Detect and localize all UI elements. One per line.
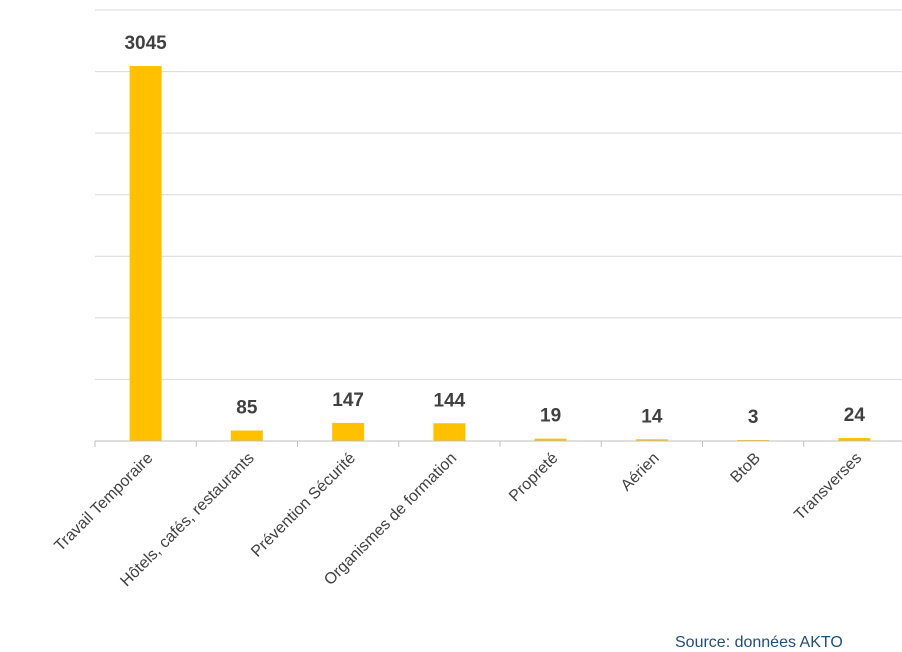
x-axis bbox=[94, 440, 902, 447]
bar-6 bbox=[635, 439, 668, 441]
bar-2 bbox=[230, 430, 263, 441]
bar-4 bbox=[433, 423, 466, 441]
category-label-6: Aérien bbox=[618, 450, 663, 495]
data-label-1: 3045 bbox=[124, 33, 167, 54]
data-label-3: 147 bbox=[332, 390, 364, 411]
category-label-7: BtoB bbox=[727, 450, 764, 487]
category-label-3: Prévention Sécurité bbox=[248, 450, 359, 561]
data-label-4: 144 bbox=[434, 390, 466, 411]
gridlines bbox=[95, 9, 902, 380]
data-label-2: 85 bbox=[236, 398, 258, 419]
category-label-8: Transverses bbox=[791, 450, 865, 524]
bar-1 bbox=[129, 66, 162, 441]
bar-5 bbox=[534, 438, 567, 441]
bars bbox=[129, 66, 871, 441]
data-label-6: 14 bbox=[641, 406, 663, 427]
data-label-7: 3 bbox=[748, 407, 759, 428]
category-label-5: Propreté bbox=[506, 450, 561, 505]
data-labels: 3045 85 147 144 19 14 3 24 bbox=[124, 33, 865, 428]
category-label-1: Travail Temporaire bbox=[51, 450, 156, 555]
data-label-5: 19 bbox=[540, 406, 561, 427]
bar-3 bbox=[332, 422, 365, 441]
source-note: Source: données AKTO bbox=[675, 634, 843, 651]
bar-8 bbox=[838, 438, 871, 441]
data-label-8: 24 bbox=[844, 405, 866, 426]
